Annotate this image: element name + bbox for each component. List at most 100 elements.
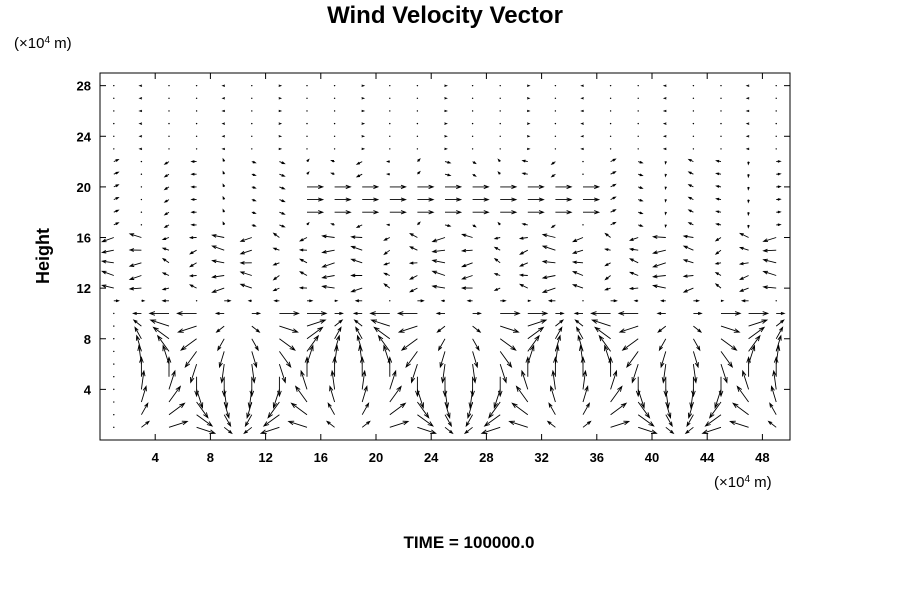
vector-arrow bbox=[334, 197, 352, 202]
vector-arrow bbox=[223, 426, 233, 435]
vector-arrow bbox=[590, 311, 611, 316]
vector-arrow bbox=[583, 197, 601, 202]
vector-arrow bbox=[306, 334, 320, 352]
vector-arrow bbox=[333, 135, 336, 137]
vector-arrow bbox=[409, 275, 418, 280]
vector-arrow bbox=[251, 173, 257, 176]
vector-arrow bbox=[772, 369, 777, 390]
vector-arrow bbox=[519, 249, 529, 255]
vector-arrow bbox=[547, 299, 556, 303]
vector-arrow bbox=[222, 208, 226, 213]
vector-arrow bbox=[541, 233, 556, 238]
vector-arrow bbox=[195, 97, 198, 100]
vector-arrow bbox=[519, 283, 528, 289]
vector-arrow bbox=[609, 110, 612, 112]
vector-arrow bbox=[439, 351, 446, 369]
vector-arrow bbox=[747, 174, 750, 179]
vector-arrow bbox=[554, 334, 561, 352]
vector-arrow bbox=[461, 275, 473, 280]
vector-arrow bbox=[493, 287, 501, 291]
vector-arrow bbox=[720, 97, 722, 100]
vector-arrow bbox=[497, 221, 501, 226]
vector-arrow bbox=[278, 97, 283, 100]
vector-arrow bbox=[526, 135, 531, 138]
vector-arrow bbox=[249, 376, 255, 398]
vector-arrow bbox=[128, 275, 142, 280]
vector-arrow bbox=[748, 334, 761, 352]
vector-arrow bbox=[221, 376, 227, 398]
vector-arrow bbox=[472, 351, 479, 369]
vector-arrow bbox=[333, 84, 336, 87]
vector-arrow bbox=[330, 223, 335, 226]
vector-arrow bbox=[272, 389, 280, 409]
vector-arrow bbox=[251, 198, 257, 202]
vector-arrow bbox=[389, 84, 391, 87]
vector-arrow bbox=[660, 351, 667, 369]
vector-arrow bbox=[662, 135, 667, 138]
vector-arrow bbox=[720, 135, 722, 137]
vector-arrow bbox=[582, 402, 591, 415]
vector-arrow bbox=[298, 286, 308, 290]
vector-arrow bbox=[251, 211, 257, 214]
vector-arrow bbox=[775, 148, 777, 150]
vector-arrow bbox=[745, 122, 750, 125]
vector-arrow bbox=[196, 389, 204, 409]
vector-arrow bbox=[745, 97, 750, 100]
vector-arrow bbox=[776, 185, 782, 189]
vector-arrow bbox=[221, 122, 226, 125]
vector-arrow bbox=[550, 173, 556, 178]
vector-arrow bbox=[221, 135, 226, 138]
x-tick-label: 44 bbox=[700, 450, 715, 465]
y-tick-label: 16 bbox=[77, 231, 91, 246]
vector-arrow bbox=[736, 385, 749, 403]
vector-arrow bbox=[221, 97, 226, 100]
vector-arrow bbox=[196, 414, 214, 427]
vector-arrow bbox=[555, 197, 573, 202]
vector-arrow bbox=[444, 224, 452, 227]
vector-arrow bbox=[574, 319, 584, 327]
vector-arrow bbox=[610, 420, 631, 428]
vector-arrow bbox=[251, 148, 253, 150]
vector-arrow bbox=[279, 173, 286, 177]
vector-arrow bbox=[279, 186, 286, 190]
vector-arrow bbox=[466, 299, 473, 303]
vector-arrow bbox=[720, 122, 722, 125]
vector-arrow bbox=[140, 198, 143, 201]
vector-arrow bbox=[444, 135, 448, 138]
vector-arrow bbox=[661, 364, 667, 384]
vector-arrow bbox=[638, 160, 644, 164]
vector-arrow bbox=[138, 122, 143, 125]
vector-arrow bbox=[553, 356, 558, 377]
vector-arrow bbox=[354, 299, 363, 303]
vector-arrows bbox=[100, 84, 786, 435]
x-tick-label: 36 bbox=[590, 450, 604, 465]
vector-arrow bbox=[472, 364, 477, 384]
vector-arrow bbox=[693, 325, 703, 333]
vector-arrow bbox=[113, 97, 115, 100]
vector-arrow bbox=[385, 172, 390, 176]
vector-arrow bbox=[577, 334, 584, 352]
vector-arrow bbox=[748, 326, 766, 340]
vector-arrow bbox=[499, 110, 501, 112]
vector-arrow bbox=[629, 258, 639, 264]
vector-arrow bbox=[369, 311, 390, 316]
vector-arrow bbox=[156, 334, 170, 352]
vector-arrow bbox=[189, 284, 197, 289]
vector-arrow bbox=[362, 184, 380, 190]
vector-arrow bbox=[748, 319, 769, 327]
vector-arrow bbox=[472, 311, 482, 316]
vector-arrow bbox=[444, 122, 448, 125]
vector-arrow bbox=[417, 426, 437, 434]
vector-arrow bbox=[251, 84, 253, 87]
vector-arrow bbox=[660, 299, 666, 303]
vector-arrow bbox=[361, 122, 366, 125]
vector-arrow bbox=[687, 184, 694, 188]
vector-arrow bbox=[521, 369, 529, 390]
vector-arrow bbox=[239, 249, 252, 255]
vector-arrow bbox=[113, 338, 115, 340]
vector-arrow bbox=[652, 274, 666, 279]
vector-arrow bbox=[762, 237, 777, 243]
vector-arrow bbox=[493, 273, 501, 276]
vector-arrow bbox=[299, 258, 308, 264]
vector-arrow bbox=[658, 338, 667, 352]
